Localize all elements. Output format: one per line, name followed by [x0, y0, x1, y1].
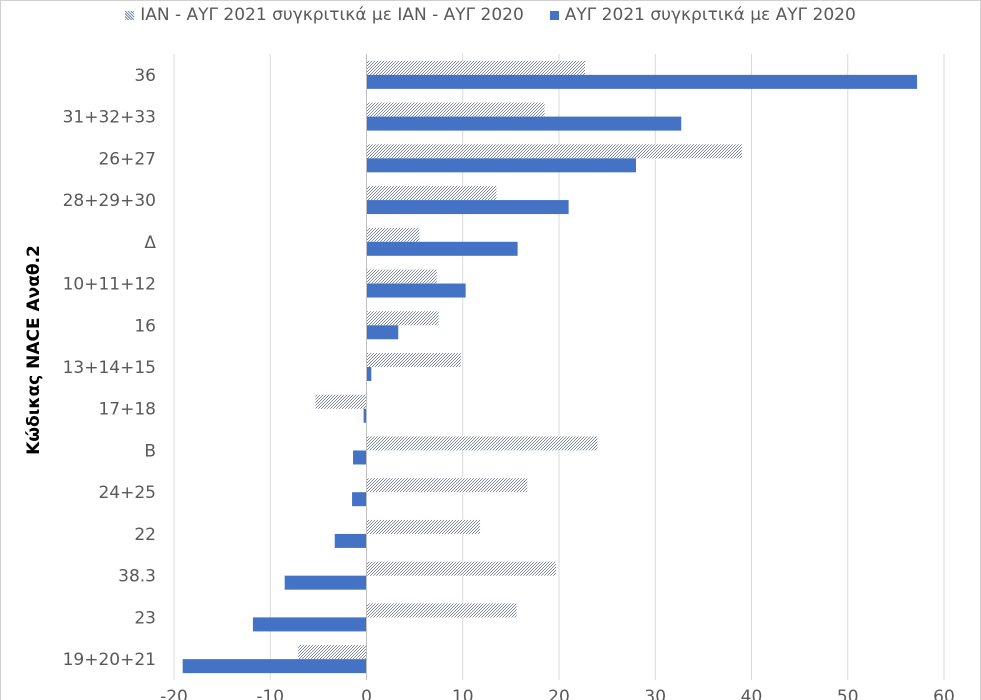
bar-s1-11	[334, 533, 367, 548]
x-tick-label-6: 40	[741, 687, 763, 700]
x-tick-label-0: -20	[160, 687, 188, 700]
bar-s0-5	[366, 269, 437, 284]
bar-s0-8	[315, 394, 367, 409]
category-labels: 36 31+32+33 26+27 28+29+30 Δ 10+11+12 16 13+14+…	[63, 66, 157, 670]
category-label-14: 19+20+21	[63, 650, 156, 670]
bar-s0-2	[366, 144, 742, 159]
bar-s1-5	[366, 283, 466, 298]
category-label-5: 10+11+12	[63, 275, 156, 295]
category-label-6: 16	[134, 316, 156, 336]
category-label-2: 26+27	[98, 149, 156, 169]
bar-s1-7	[366, 367, 372, 381]
category-label-4: Δ	[144, 233, 156, 253]
x-tick-label-2: 0	[361, 687, 372, 700]
legend-item-jan-aug: ΙΑΝ - ΑΥΓ 2021 συγκριτικά με ΙΑΝ - ΑΥΓ 2…	[125, 5, 524, 25]
bar-s1-1	[366, 116, 682, 131]
category-label-10: 24+25	[98, 483, 156, 503]
legend-swatch-jan-aug	[125, 10, 135, 20]
x-tick-label-5: 30	[644, 687, 666, 700]
category-label-12: 38.3	[118, 567, 156, 587]
x-tick-label-3: 10	[452, 687, 474, 700]
bar-s0-13	[366, 603, 517, 618]
bar-s0-4	[366, 227, 420, 242]
bar-s1-0	[366, 74, 918, 89]
bar-s0-0	[366, 60, 585, 75]
legend-swatch-aug	[549, 10, 559, 20]
bar-s1-13	[252, 617, 367, 632]
bar-s0-10	[366, 478, 528, 493]
bar-s0-14	[298, 645, 367, 660]
x-tick-label-7: 50	[837, 687, 859, 700]
category-label-0: 36	[134, 66, 156, 86]
bar-s1-6	[366, 325, 399, 340]
legend-label-jan-aug: ΙΑΝ - ΑΥΓ 2021 συγκριτικά με ΙΑΝ - ΑΥΓ 2…	[140, 5, 524, 25]
bar-s1-12	[284, 575, 367, 590]
bar-s0-3	[366, 186, 497, 201]
bars	[182, 60, 918, 674]
legend-label-aug: ΑΥΓ 2021 συγκριτικά με ΑΥΓ 2020	[564, 5, 856, 25]
x-tick-labels: -20 -10 0 10 20 30 40 50 60	[160, 687, 955, 700]
legend-item-aug: ΑΥΓ 2021 συγκριτικά με ΑΥΓ 2020	[549, 5, 856, 25]
bar-s1-2	[366, 158, 636, 173]
category-label-11: 22	[134, 525, 156, 545]
x-tick-label-4: 20	[548, 687, 570, 700]
category-label-13: 23	[134, 608, 156, 628]
category-label-9: B	[144, 441, 156, 461]
category-label-8: 17+18	[98, 400, 156, 420]
x-tick-label-1: -10	[256, 687, 284, 700]
bar-s0-9	[366, 436, 598, 451]
bar-s0-1	[366, 102, 545, 117]
bar-s0-7	[366, 353, 461, 367]
bar-s0-12	[366, 561, 557, 576]
category-label-7: 13+14+15	[63, 358, 156, 378]
legend: ΙΑΝ - ΑΥΓ 2021 συγκριτικά με ΙΑΝ - ΑΥΓ 2…	[0, 2, 981, 28]
bar-s1-10	[352, 492, 367, 507]
bar-s1-14	[182, 659, 367, 674]
category-label-1: 31+32+33	[63, 108, 156, 128]
bar-s1-3	[366, 200, 569, 215]
category-label-3: 28+29+30	[63, 191, 156, 211]
bar-s1-9	[353, 450, 367, 465]
gridlines	[173, 54, 945, 680]
bar-s1-8	[363, 408, 367, 423]
bar-s0-11	[366, 519, 481, 534]
bar-s0-6	[366, 311, 439, 326]
x-tick-label-8: 60	[933, 687, 955, 700]
bar-s1-4	[366, 241, 518, 256]
